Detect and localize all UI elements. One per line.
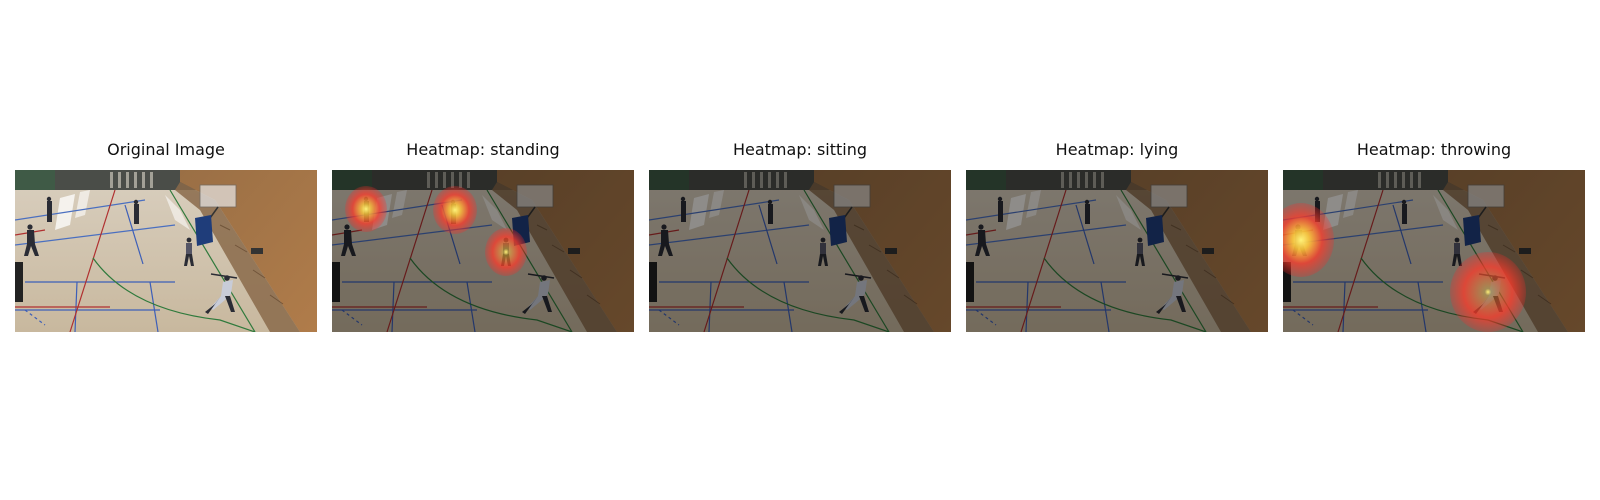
panel-title: Original Image <box>107 140 225 159</box>
panel-heatmap-lying: Heatmap: lying <box>966 138 1268 332</box>
panel-heatmap-sitting: Heatmap: sitting <box>649 138 951 332</box>
gym-photo-heatmap <box>1283 170 1585 332</box>
gym-photo <box>15 170 317 332</box>
gym-photo-heatmap <box>966 170 1268 332</box>
panel-heatmap-throwing: Heatmap: throwing <box>1283 138 1585 332</box>
panel-title: Heatmap: sitting <box>732 140 868 159</box>
panel-original: Original Image <box>15 138 317 332</box>
panel-title: Heatmap: standing <box>406 140 560 159</box>
gym-photo-heatmap <box>649 170 951 332</box>
panel-title: Heatmap: lying <box>1055 140 1179 159</box>
gym-photo-heatmap <box>332 170 634 332</box>
panel-heatmap-standing: Heatmap: standing <box>332 138 634 332</box>
panel-title: Heatmap: throwing <box>1356 140 1512 159</box>
